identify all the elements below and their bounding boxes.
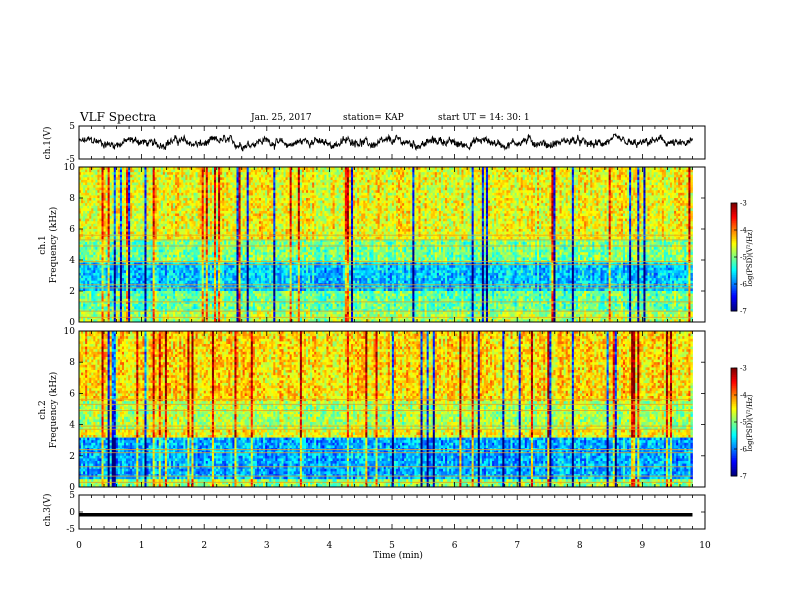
spectrogram-cell (690, 185, 692, 188)
ch1-waveform-line (79, 134, 693, 151)
spectrogram-cell (690, 183, 692, 186)
p2-cells (79, 167, 693, 322)
ch1-waveform-panel: 5-5 (66, 122, 705, 165)
spectrogram-cell (690, 188, 692, 191)
spectrogram-cell (690, 175, 692, 178)
spectrogram-cell (690, 180, 692, 183)
spectrogram-cell (690, 170, 692, 173)
spectrogram-cell (690, 190, 692, 193)
ch1-waveform-ytick-label: 5 (69, 122, 75, 132)
spectrogram-cell (690, 172, 692, 175)
spectrogram-cell (690, 177, 692, 180)
